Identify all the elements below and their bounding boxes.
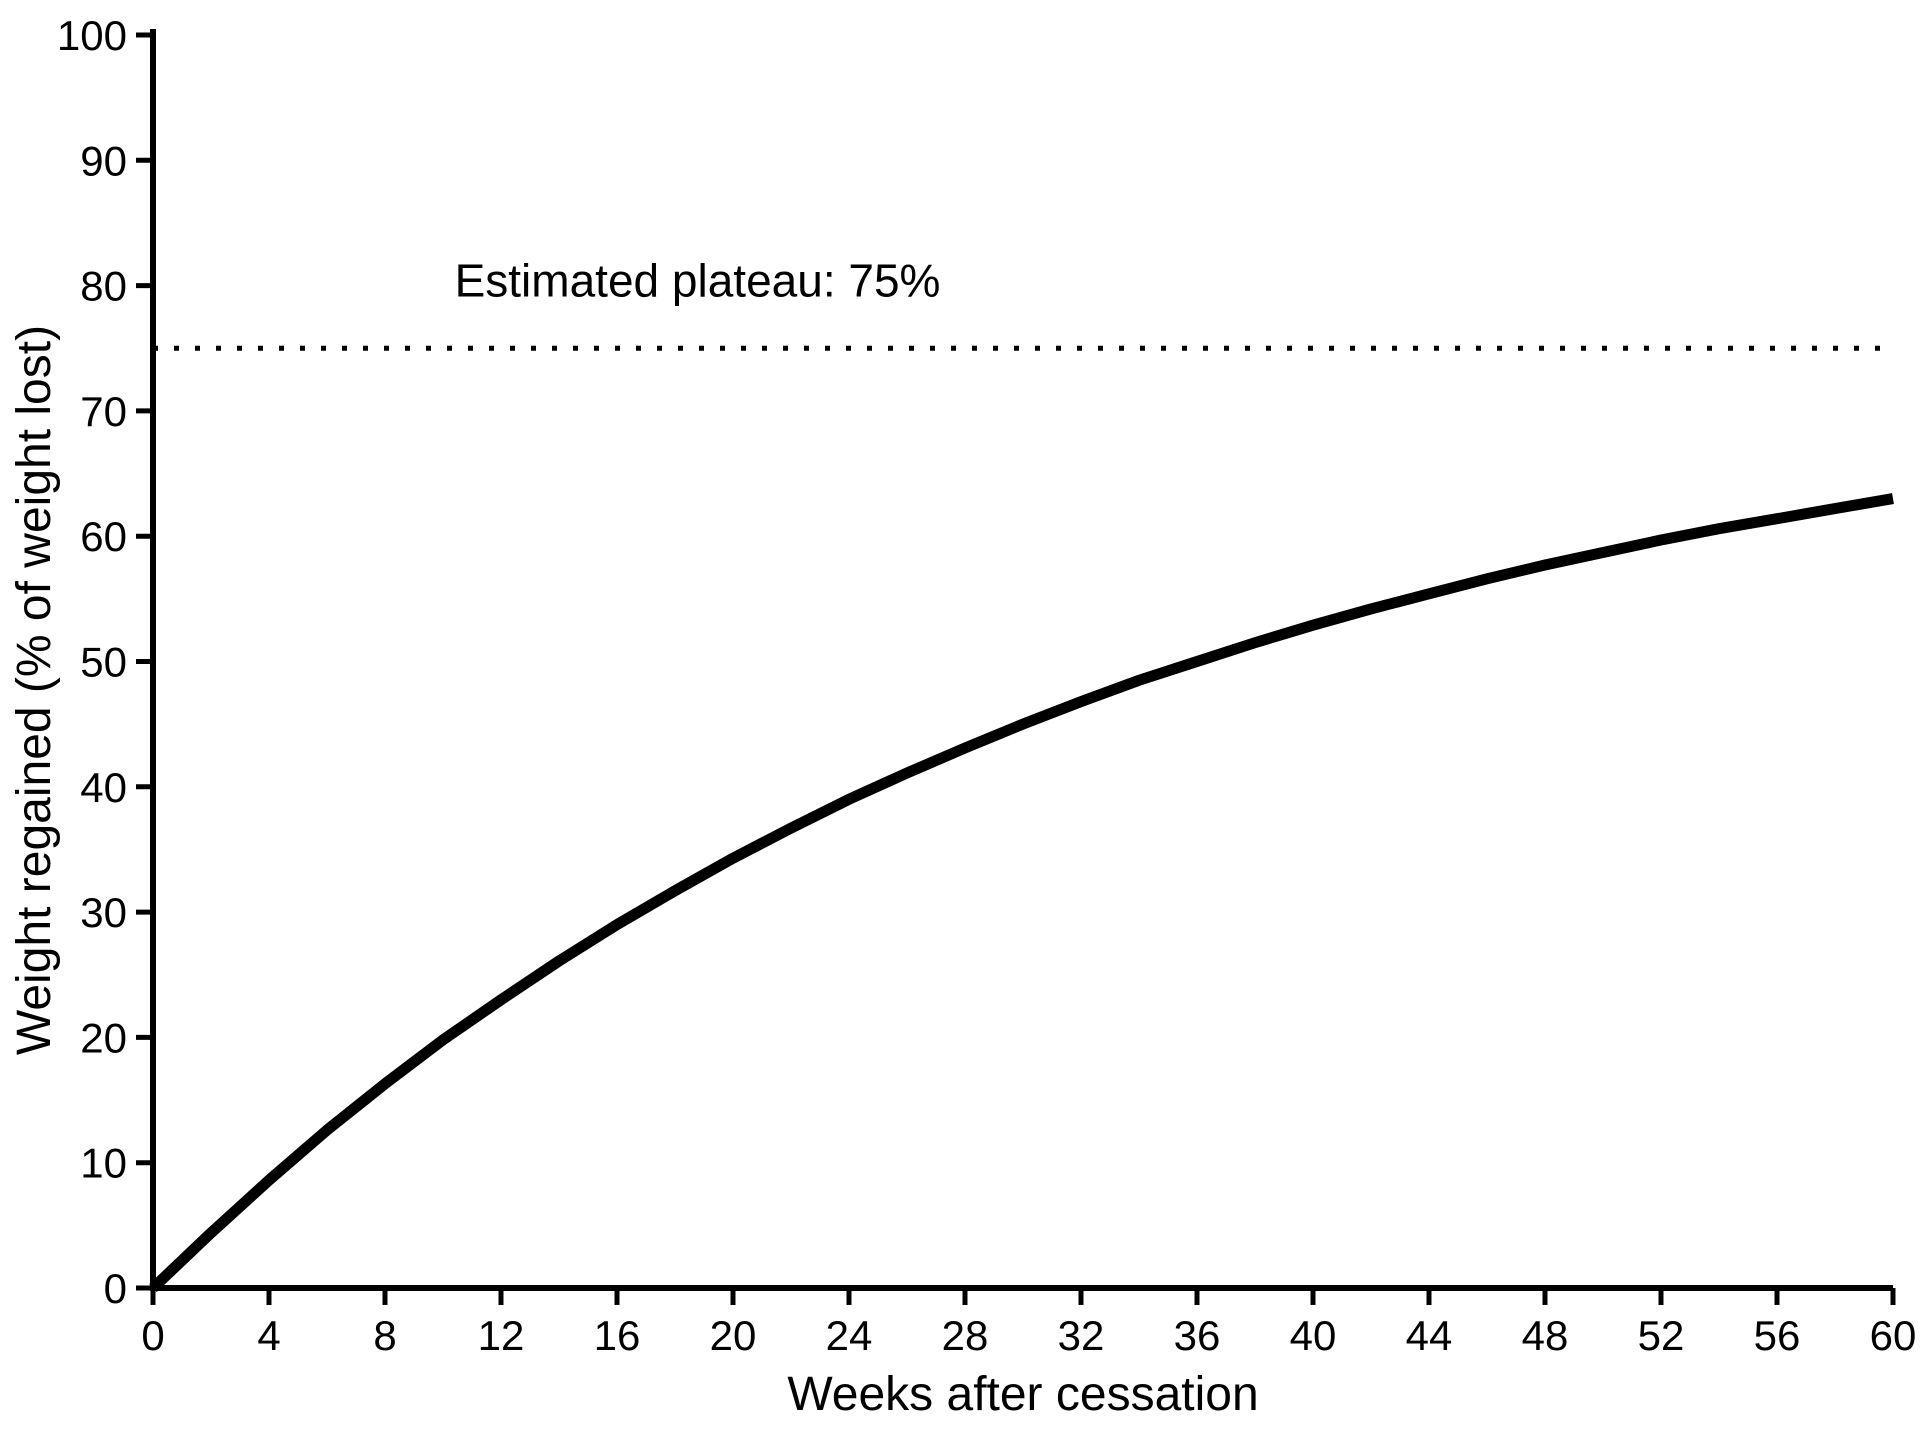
y-tick-label: 60 <box>80 513 127 560</box>
x-tick-label: 8 <box>373 1312 396 1359</box>
x-tick-label: 36 <box>1174 1312 1221 1359</box>
x-tick-label: 12 <box>478 1312 525 1359</box>
x-axis-title: Weeks after cessation <box>787 1368 1258 1421</box>
x-tick-label: 60 <box>1870 1312 1917 1359</box>
y-tick-label: 90 <box>80 137 127 184</box>
y-tick-label: 50 <box>80 639 127 686</box>
axis-spine <box>150 29 1893 1291</box>
x-tick-label: 52 <box>1638 1312 1685 1359</box>
x-tick-label: 28 <box>942 1312 989 1359</box>
x-tick-label: 24 <box>826 1312 873 1359</box>
y-tick-label: 40 <box>80 764 127 811</box>
x-tick-label: 44 <box>1406 1312 1453 1359</box>
y-tick-label: 100 <box>57 12 127 59</box>
y-tick-label: 80 <box>80 263 127 310</box>
x-tick-label: 20 <box>710 1312 757 1359</box>
y-tick-label: 70 <box>80 388 127 435</box>
x-tick-label: 0 <box>141 1312 164 1359</box>
y-tick-label: 30 <box>80 889 127 936</box>
y-tick-label: 20 <box>80 1014 127 1061</box>
x-tick-label: 32 <box>1058 1312 1105 1359</box>
x-tick-label: 48 <box>1522 1312 1569 1359</box>
weight-regain-curve <box>149 493 1894 1292</box>
y-tick-label: 0 <box>104 1265 127 1312</box>
plateau-annotation: Estimated plateau: 75% <box>455 254 941 306</box>
y-tick-label: 10 <box>80 1140 127 1187</box>
x-tick-label: 4 <box>257 1312 280 1359</box>
x-tick-label: 40 <box>1290 1312 1337 1359</box>
x-tick-label: 16 <box>594 1312 641 1359</box>
y-axis-title: Weight regained (% of weight lost) <box>8 325 61 1055</box>
x-tick-label: 56 <box>1754 1312 1801 1359</box>
